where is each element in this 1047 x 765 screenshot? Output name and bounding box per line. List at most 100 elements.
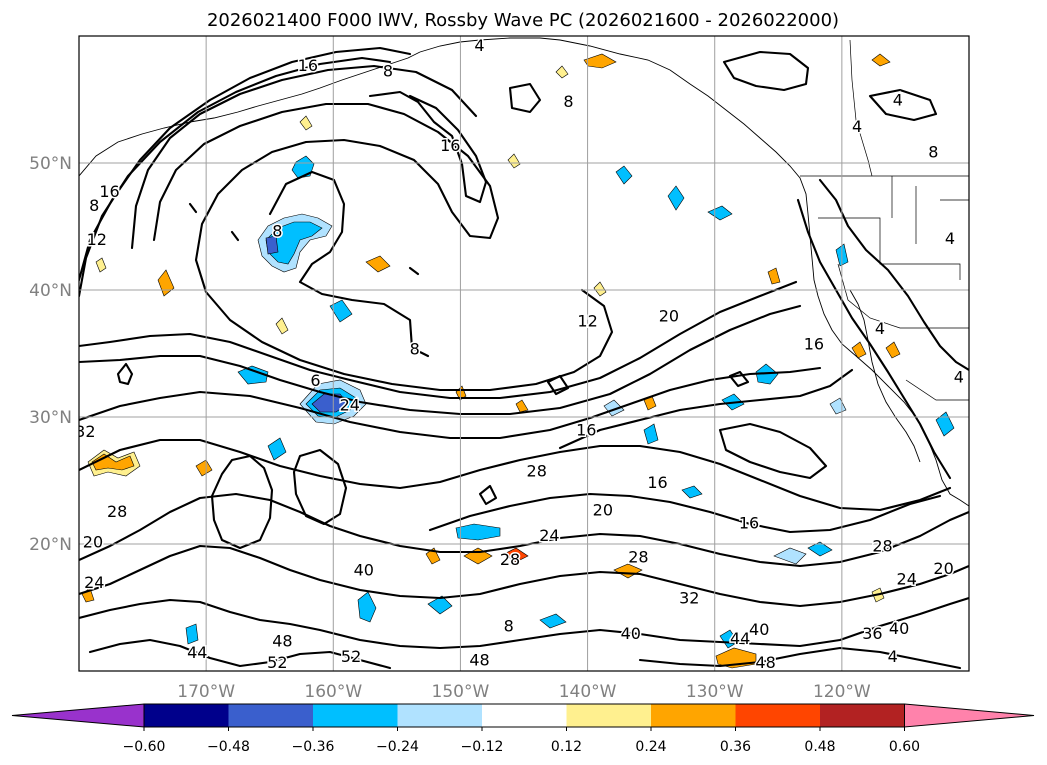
contour-label: 32 — [679, 588, 699, 607]
contour-label: 16 — [576, 421, 596, 440]
contour-label: 16 — [298, 56, 318, 75]
contour-label: 48 — [469, 651, 489, 670]
contour-label: 8 — [383, 61, 393, 80]
anomaly-region — [265, 235, 279, 255]
contour-label: 32 — [75, 422, 95, 441]
contour-label: 4 — [888, 647, 898, 666]
contour-line — [79, 544, 969, 608]
contour-line — [508, 82, 542, 114]
contour-label: 48 — [272, 632, 292, 651]
anomaly-region — [237, 365, 269, 385]
colorbar-tick-label: 0.24 — [635, 739, 666, 755]
contour-line — [546, 374, 570, 396]
contour-line — [368, 90, 488, 204]
contour-line — [88, 638, 392, 670]
anomaly-region — [773, 547, 807, 565]
contour-label: 40 — [749, 620, 769, 639]
anomaly-region — [275, 317, 289, 335]
contour-label: 8 — [977, 400, 987, 419]
contour-line — [292, 448, 348, 526]
colorbar-tick-label: −0.24 — [376, 739, 419, 755]
contour-line — [79, 438, 952, 512]
anomaly-region — [871, 53, 891, 67]
state-border — [837, 263, 969, 329]
colorbar-tick-label: −0.12 — [461, 739, 504, 755]
contour-label: 52 — [341, 647, 361, 666]
contour-label: 6 — [310, 371, 320, 390]
contour-label: 4 — [474, 36, 484, 55]
anomaly-region — [265, 221, 323, 265]
contour-label: 20 — [659, 306, 679, 325]
anomaly-region — [267, 437, 287, 461]
contour-line — [728, 370, 750, 388]
colorbar-tick-label: 0.12 — [551, 739, 582, 755]
contour-label: 4 — [945, 229, 955, 248]
contour-label: 48 — [755, 653, 775, 672]
contour-label: 44 — [730, 629, 750, 648]
anomaly-region — [329, 299, 353, 323]
anomaly-region — [365, 255, 391, 273]
anomaly-region — [357, 591, 377, 623]
anomaly-region — [185, 623, 199, 645]
anomaly-region — [643, 423, 659, 445]
colorbar: −0.60 −0.48 −0.36 −0.24 −0.12 0.12 0.24 0.36 0.4… — [11, 703, 1035, 755]
anomaly-region — [851, 341, 867, 359]
colorbar-segment — [482, 704, 567, 727]
latitude-labels: 50°N 40°N 30°N 20°N — [29, 154, 72, 555]
longitude-label: 120°W — [813, 682, 871, 702]
colorbar-segment — [651, 704, 736, 727]
anomaly-region — [455, 523, 501, 541]
contour-line — [638, 646, 962, 670]
contour-label: 40 — [621, 624, 641, 643]
anomaly-region — [935, 411, 955, 437]
longitude-label: 150°W — [432, 682, 490, 702]
contour-line — [868, 88, 938, 122]
colorbar-segment — [144, 704, 229, 727]
contour-label: 12 — [87, 230, 107, 249]
anomaly-region — [555, 65, 569, 79]
anomaly-region — [81, 587, 95, 603]
contour-line — [79, 56, 392, 298]
contour-label: 40 — [354, 560, 374, 579]
contour-line — [428, 492, 942, 534]
contour-line — [558, 368, 854, 450]
colorbar-segment — [735, 704, 820, 727]
anomaly-region — [593, 281, 607, 297]
contour-label: 40 — [889, 619, 909, 638]
contour-label: 36 — [862, 624, 882, 643]
colorbar-extension-high — [904, 703, 1035, 728]
colorbar-segment — [566, 704, 651, 727]
contour-label: 4 — [893, 91, 903, 110]
latitude-label: 20°N — [29, 535, 72, 555]
contour-label: 28 — [628, 548, 648, 567]
longitude-label: 160°W — [304, 682, 362, 702]
iwv-contours — [79, 46, 969, 670]
contour-label: 12 — [577, 311, 597, 330]
contour-label: 4 — [954, 367, 964, 386]
colorbar-tick-label: −0.48 — [207, 739, 250, 755]
anomaly-region — [95, 257, 107, 273]
contour-label: 28 — [107, 502, 127, 521]
contour-line — [268, 170, 430, 358]
anomaly-region — [885, 341, 901, 359]
contour-label: 16 — [99, 182, 119, 201]
colorbar-tick-label: 0.36 — [720, 739, 751, 755]
contour-label: 24 — [84, 573, 104, 592]
colorbar-tick-label: −0.36 — [292, 739, 335, 755]
latitude-label: 50°N — [29, 154, 72, 174]
aleutian-coastline — [79, 51, 421, 177]
contour-label: 16 — [804, 334, 824, 353]
state-border — [891, 176, 969, 244]
us-mexico-border — [905, 379, 969, 401]
anomaly-region — [515, 399, 529, 413]
contour-line — [796, 198, 952, 480]
contour-label: 8 — [272, 221, 282, 240]
contour-line — [188, 202, 420, 276]
contour-label: 8 — [89, 196, 99, 215]
contour-label: 52 — [267, 653, 287, 672]
anomaly-region — [195, 459, 213, 477]
colorbar-frame — [143, 703, 905, 728]
contour-label: 20 — [933, 559, 953, 578]
anomaly-region — [507, 153, 521, 169]
